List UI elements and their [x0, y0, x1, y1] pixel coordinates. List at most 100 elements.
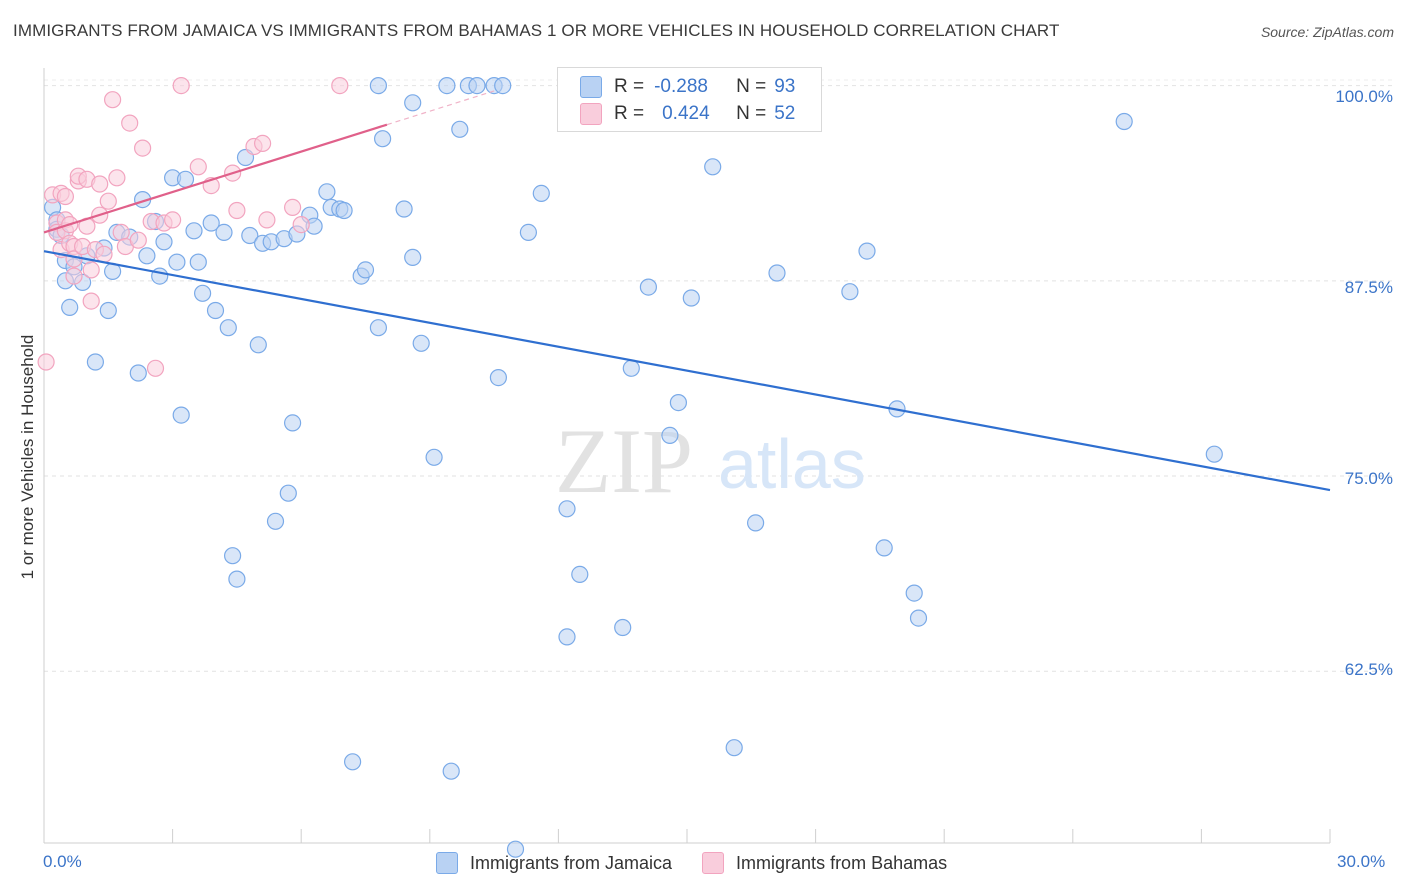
bahamas-point — [254, 134, 272, 152]
source-label: Source: ZipAtlas.com — [1260, 24, 1394, 40]
jamaica-point — [369, 76, 387, 95]
jamaica-point — [768, 264, 786, 282]
bahamas-point — [65, 267, 83, 285]
jamaica-point — [905, 584, 923, 602]
x-tick-max: 30.0% — [1337, 852, 1386, 871]
bahamas-n-value: 52 — [774, 103, 796, 124]
jamaica-point — [86, 353, 105, 371]
jamaica-point — [614, 618, 632, 637]
jamaica-point — [704, 158, 722, 176]
bahamas-r-value: 0.424 — [662, 103, 710, 124]
jamaica-trendline — [43, 250, 1331, 492]
jamaica-point — [224, 547, 242, 565]
bahamas-point — [121, 114, 139, 132]
trendlines — [43, 90, 1331, 492]
legend-item-jamaica[interactable]: Immigrants from Jamaica — [436, 852, 672, 874]
legend-row-bahamas: R = 0.424 N = 52 — [580, 103, 795, 125]
bahamas-point — [172, 76, 190, 95]
axes — [43, 68, 1331, 844]
jamaica-point — [266, 512, 285, 530]
series-legend: Immigrants from Jamaica Immigrants from … — [436, 852, 977, 874]
jamaica-point — [468, 76, 486, 95]
jamaica-point — [219, 319, 237, 337]
jamaica-point — [395, 200, 413, 218]
jamaica-point — [284, 414, 302, 432]
y-tick-87-5: 87.5% — [1344, 278, 1393, 297]
bahamas-point — [56, 187, 75, 206]
stats-legend: R = -0.288 N = 93 R = 0.424 N = 52 — [557, 67, 822, 132]
jamaica-point — [519, 223, 538, 241]
jamaica-point — [138, 247, 156, 265]
jamaica-swatch — [580, 76, 602, 98]
jamaica-point — [558, 628, 576, 646]
jamaica-point — [228, 570, 246, 588]
bahamas-point — [82, 261, 100, 279]
jamaica-point — [356, 261, 375, 279]
jamaica-point — [425, 448, 443, 466]
legend-r-label: R = — [614, 76, 645, 97]
jamaica-point — [875, 539, 893, 557]
series-bahamas-points — [37, 76, 349, 377]
jamaica-point — [374, 130, 392, 148]
jamaica-point — [661, 426, 679, 444]
jamaica-point — [571, 565, 589, 584]
bahamas-point — [164, 211, 182, 229]
jamaica-point — [909, 609, 928, 627]
jamaica-point — [129, 364, 147, 382]
jamaica-point — [168, 253, 186, 271]
y-tick-100: 100.0% — [1335, 87, 1393, 106]
chart-title: IMMIGRANTS FROM JAMAICA VS IMMIGRANTS FR… — [13, 21, 1060, 40]
jamaica-point — [438, 76, 456, 95]
jamaica-legend-swatch — [436, 852, 458, 874]
jamaica-point — [172, 406, 190, 424]
jamaica-legend-label: Immigrants from Jamaica — [470, 852, 673, 873]
jamaica-point — [185, 222, 203, 240]
jamaica-point — [202, 214, 220, 232]
jamaica-point — [215, 223, 233, 241]
jamaica-point — [335, 201, 353, 220]
jamaica-r-value: -0.288 — [654, 76, 708, 97]
jamaica-point — [725, 739, 743, 757]
jamaica-point — [1115, 112, 1133, 131]
jamaica-point — [622, 359, 640, 377]
bahamas-point — [103, 91, 122, 109]
bahamas-legend-label: Immigrants from Bahamas — [736, 852, 948, 873]
jamaica-point — [189, 253, 207, 271]
bahamas-point — [189, 158, 207, 176]
legend-n-label: N = — [736, 103, 767, 124]
jamaica-point — [489, 369, 507, 387]
legend-item-bahamas[interactable]: Immigrants from Bahamas — [702, 852, 947, 874]
bahamas-trendline-extension — [386, 90, 495, 126]
bahamas-swatch — [580, 103, 602, 125]
jamaica-point — [155, 233, 173, 251]
jamaica-point — [451, 120, 469, 138]
bahamas-trendline — [43, 123, 388, 234]
jamaica-point — [494, 76, 512, 95]
jamaica-n-value: 93 — [774, 76, 796, 97]
jamaica-point — [279, 484, 297, 502]
bahamas-point — [112, 223, 130, 241]
bahamas-legend-swatch — [702, 852, 725, 874]
jamaica-point — [506, 840, 525, 858]
jamaica-point — [176, 170, 195, 188]
y-tick-62-5: 62.5% — [1344, 660, 1393, 679]
jamaica-point — [99, 301, 117, 320]
jamaica-point — [404, 248, 422, 266]
bahamas-point — [99, 192, 117, 210]
jamaica-point — [1205, 445, 1223, 463]
jamaica-point — [249, 336, 267, 354]
jamaica-point — [344, 753, 362, 771]
jamaica-point — [841, 283, 859, 301]
bahamas-point — [108, 169, 126, 187]
y-tick-75: 75.0% — [1344, 469, 1393, 488]
bahamas-point — [82, 292, 100, 310]
jamaica-point — [318, 183, 336, 201]
bahamas-point — [228, 201, 246, 220]
x-tick-min: 0.0% — [43, 852, 82, 871]
legend-r-label: R = — [614, 103, 645, 124]
jamaica-point — [241, 226, 259, 245]
bahamas-point — [331, 76, 349, 95]
bahamas-point — [95, 245, 113, 263]
jamaica-point — [404, 94, 422, 112]
bahamas-point — [129, 231, 147, 249]
